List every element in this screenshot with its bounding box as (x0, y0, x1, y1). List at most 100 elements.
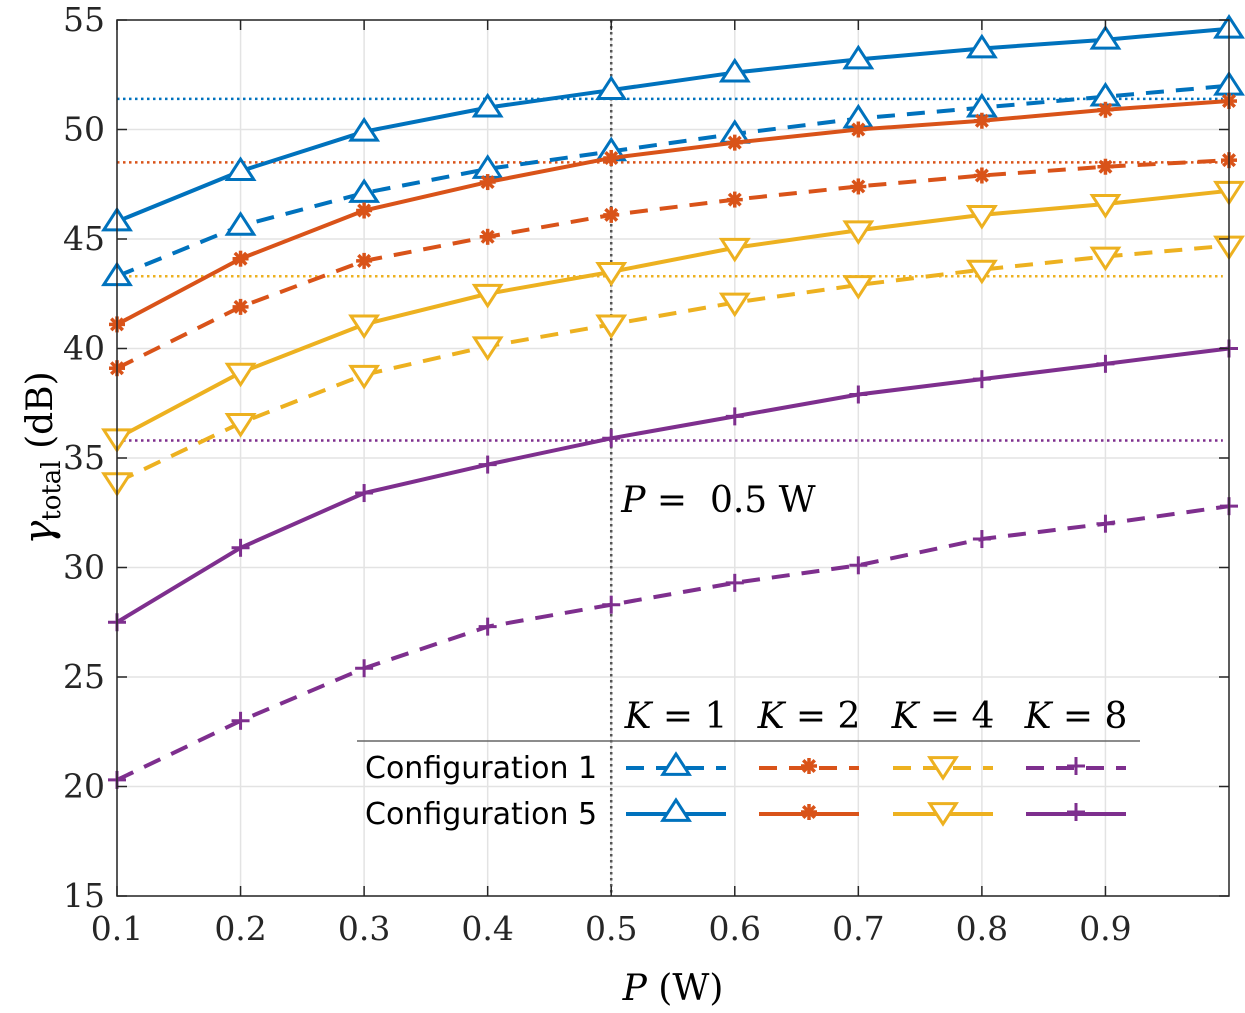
legend-col-rest-2: = 4 (918, 696, 994, 737)
series-4-point-5 (718, 292, 751, 318)
legend-marker-1-3 (1067, 803, 1085, 821)
series-7-point-7 (972, 370, 991, 389)
x-label-unit: (W) (658, 968, 723, 1009)
series-1 (101, 13, 1245, 232)
legend-col-rest-1: = 2 (784, 696, 860, 737)
y-tick-label-5: 40 (63, 329, 105, 368)
annotation-p-value: P = 0.5 W (620, 480, 815, 521)
series-2-point-1 (232, 298, 249, 315)
y-tick-label-0: 15 (63, 876, 105, 915)
legend-marker-1-1 (801, 804, 817, 820)
series-3-point-8 (1097, 101, 1114, 118)
series-line-2 (116, 158, 1230, 371)
y-tick-label-8: 55 (63, 0, 105, 39)
series-6-point-3 (478, 617, 497, 636)
series-0-point-2 (348, 178, 381, 203)
series-line-6 (116, 504, 1230, 782)
series-line-3 (116, 99, 1230, 327)
series-1-point-3 (471, 92, 504, 118)
series-7-point-3 (478, 455, 497, 474)
x-tick-label-3: 0.4 (461, 909, 513, 948)
legend-col-rest-0: = 1 (651, 696, 727, 737)
series-5 (101, 180, 1245, 454)
x-tick-label-4: 0.5 (585, 909, 637, 948)
legend-col-var-1: K (757, 696, 787, 737)
series-4-point-2 (348, 364, 381, 390)
series-line-1 (116, 26, 1230, 224)
series-1-point-7 (965, 33, 998, 59)
series-5-point-4 (595, 261, 628, 287)
x-tick-label-8: 0.9 (1079, 909, 1131, 948)
y-tick-label-1: 20 (63, 767, 105, 806)
legend-marker-1-2 (927, 802, 959, 827)
x-tick-label-0: 0.1 (91, 909, 143, 948)
series-5-point-7 (965, 205, 998, 230)
legend-marker-0-1 (801, 758, 817, 774)
series-5-point-3 (471, 283, 504, 309)
series-4-point-7 (965, 259, 998, 285)
series-3-point-7 (973, 112, 990, 129)
legend-col-1: K = 2 (757, 696, 861, 737)
series-5-point-5 (718, 237, 751, 263)
series-4-point-8 (1089, 246, 1122, 272)
series-4-point-3 (471, 336, 504, 362)
x-tick-label-5: 0.6 (709, 909, 761, 948)
series-6-point-6 (849, 556, 868, 575)
series-4 (101, 235, 1245, 497)
series-7-point-5 (725, 407, 744, 426)
series-0-point-1 (224, 211, 257, 236)
y-axis-label: γtotal (dB) (16, 371, 67, 544)
series-2-point-3 (479, 228, 496, 245)
series-5-point-6 (842, 220, 875, 246)
series-2-point-2 (356, 252, 373, 269)
annotation-value: 0.5 W (710, 480, 816, 521)
legend-col-var-2: K (891, 696, 921, 737)
series (101, 13, 1245, 789)
series-6-point-4 (602, 595, 621, 614)
series-7-point-8 (1096, 354, 1115, 373)
annotation-eq: = (645, 480, 710, 521)
x-label-var: P (622, 968, 659, 1009)
legend-col-3: K = 8 (1024, 696, 1128, 737)
x-axis-label: P (W) (622, 968, 724, 1009)
series-3-point-2 (356, 202, 373, 219)
series-1-point-4 (595, 75, 628, 100)
y-tick-label-2: 25 (63, 657, 105, 696)
series-5-point-2 (348, 314, 381, 340)
legend-marker-0-3 (1067, 757, 1085, 775)
legend-col-rest-3: = 8 (1051, 696, 1127, 737)
series-1-point-2 (348, 116, 381, 142)
series-4-point-4 (595, 314, 628, 340)
legend-row-1: Configuration 5 (365, 797, 597, 832)
series-line-7 (115, 346, 1230, 624)
series-4-point-6 (842, 275, 875, 300)
y-tick-label-3: 30 (63, 548, 105, 587)
series-7-point-6 (849, 385, 868, 404)
x-tick-label-1: 0.2 (214, 909, 266, 948)
legend-col-var-0: K (624, 696, 654, 737)
series-2-point-6 (850, 178, 867, 195)
series-2-point-5 (726, 191, 743, 208)
series-3-point-6 (850, 121, 867, 138)
series-5-point-1 (224, 362, 257, 388)
legend-col-0: K = 1 (624, 696, 728, 737)
y-tick-label-4: 35 (63, 438, 105, 477)
legend-marker-0-0 (660, 751, 692, 776)
series-3-point-1 (232, 250, 249, 267)
series-2-point-4 (603, 206, 620, 223)
series-7-point-2 (355, 484, 374, 503)
series-7 (108, 339, 1238, 632)
series-0 (101, 70, 1245, 287)
series-3-point-4 (603, 149, 620, 166)
series-6-point-5 (725, 573, 744, 592)
legend-marker-0-2 (927, 756, 959, 781)
series-line-0 (116, 83, 1230, 279)
legend-col-var-3: K (1024, 696, 1054, 737)
series-2-point-7 (973, 167, 990, 184)
x-tick-label-7: 0.8 (956, 909, 1008, 948)
series-6-point-1 (231, 711, 250, 730)
series-1-point-6 (842, 44, 875, 70)
series-6-point-2 (355, 659, 374, 678)
